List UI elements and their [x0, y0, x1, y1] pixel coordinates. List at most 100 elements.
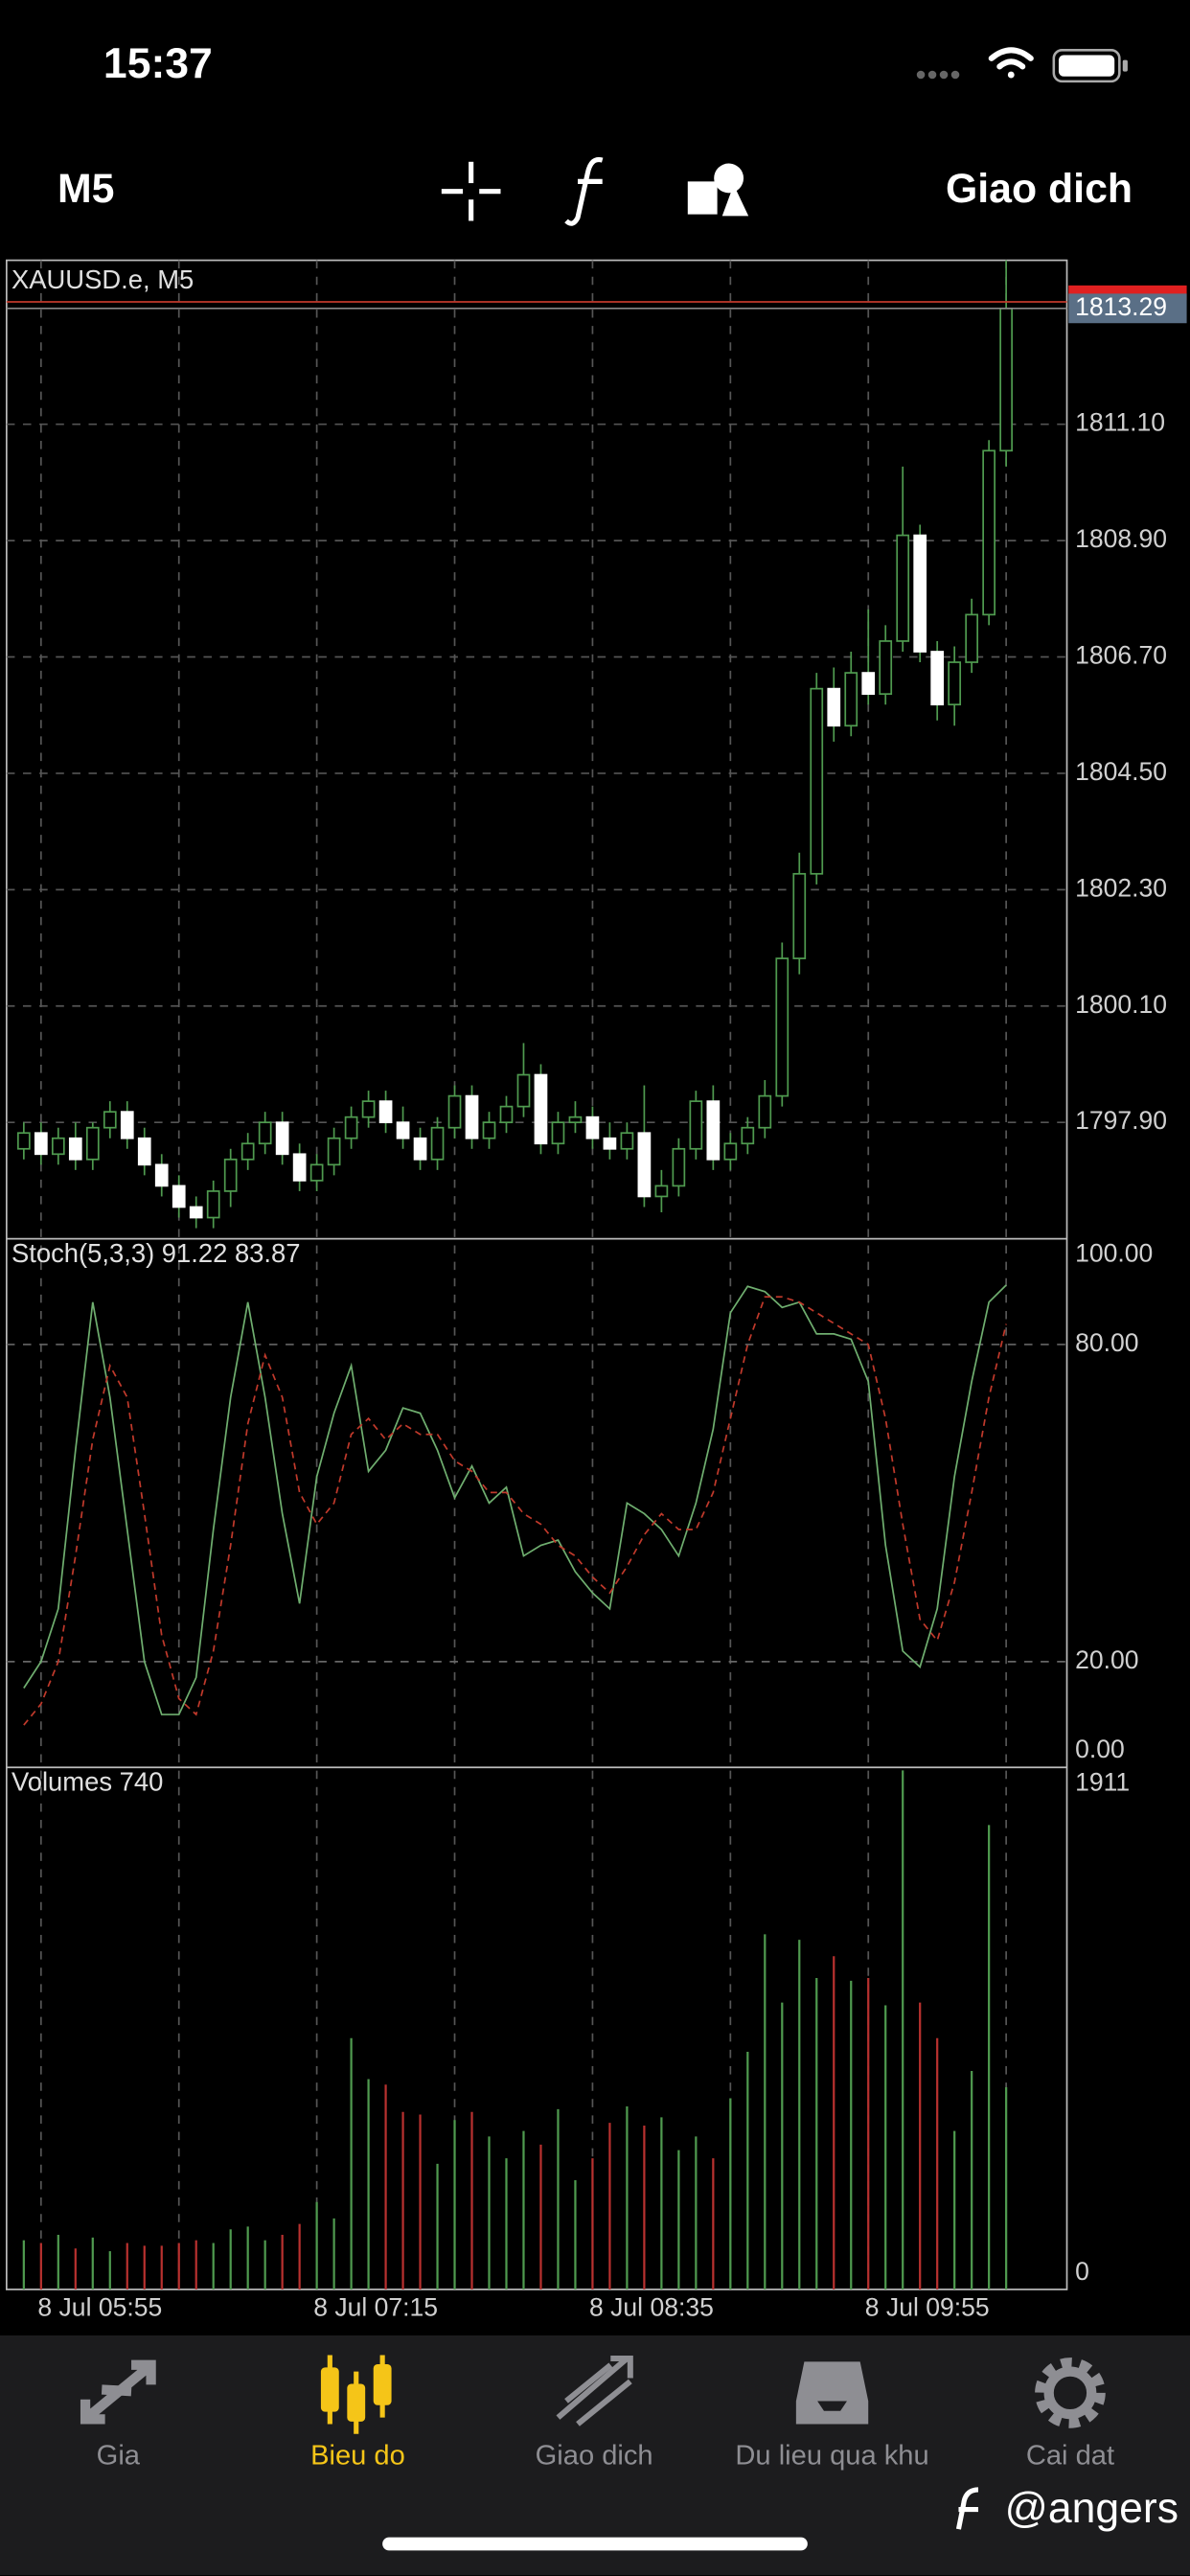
candle-body	[706, 1100, 721, 1161]
y-tick-label: 1804.50	[1075, 757, 1167, 786]
candle-body	[137, 1137, 151, 1166]
tab-label[interactable]: Du lieu qua khu	[735, 2440, 928, 2471]
candle-body	[551, 1121, 565, 1145]
x-tick-label: 8 Jul 07:15	[313, 2293, 438, 2322]
y-tick-label: 1800.10	[1075, 990, 1167, 1019]
x-tick-label: 8 Jul 09:55	[865, 2293, 990, 2322]
candle-body	[223, 1158, 238, 1192]
candle-body	[723, 1142, 738, 1161]
candle-body	[568, 1116, 583, 1124]
candle-body	[172, 1184, 186, 1208]
y-tick-label: 0	[1075, 2257, 1089, 2286]
candle-body	[603, 1137, 617, 1150]
volume-title: Volumes 740	[11, 1767, 163, 1797]
candle-body	[672, 1147, 686, 1187]
tab-icon[interactable]	[320, 2355, 392, 2434]
candle-body	[361, 1100, 376, 1118]
stoch-line	[23, 1284, 1007, 1715]
y-tick-label: 1808.90	[1075, 524, 1167, 553]
candle-body	[499, 1105, 514, 1124]
y-tick-label: 1811.10	[1075, 408, 1165, 437]
watermark: @angers	[1005, 2485, 1179, 2532]
candle-body	[792, 872, 807, 959]
candle-body	[965, 613, 979, 663]
candle-body	[844, 672, 858, 727]
candle-body	[396, 1121, 410, 1139]
candle-body	[85, 1126, 100, 1161]
stoch-line	[23, 1296, 1007, 1726]
tab-label[interactable]: Gia	[97, 2440, 141, 2471]
candle-body	[930, 651, 945, 706]
candle-body	[948, 661, 962, 706]
y-tick-label: 100.00	[1075, 1239, 1153, 1268]
candle-body	[447, 1094, 462, 1129]
crosshair-button[interactable]	[441, 161, 501, 221]
chart-title: XAUUSD.e, M5	[11, 264, 194, 294]
candle-body	[810, 687, 824, 875]
candle-body	[430, 1126, 445, 1161]
candle-body	[654, 1184, 669, 1198]
price-tag-label: 1813.29	[1075, 292, 1167, 321]
candle-body	[775, 957, 790, 1097]
candle-body	[827, 687, 841, 727]
candle-body	[482, 1121, 496, 1139]
candle-body	[34, 1132, 48, 1156]
watermark-logo	[955, 2487, 979, 2530]
candle-body	[68, 1137, 82, 1161]
trade-button[interactable]: Giao dich	[946, 166, 1133, 212]
candle-body	[51, 1137, 65, 1156]
y-tick-label: 80.00	[1075, 1328, 1138, 1357]
wifi-icon	[988, 47, 1034, 79]
plot-area: 8 Jul 05:55 8 Jul 07:15 8 Jul 08:35 8 Jul 0…	[6, 260, 1187, 2322]
tab-icon[interactable]	[795, 2361, 869, 2425]
tab-icon[interactable]	[80, 2359, 156, 2425]
objects-button[interactable]	[687, 163, 749, 217]
candle-body	[327, 1137, 341, 1166]
y-tick-label: 1911	[1075, 1767, 1130, 1796]
candle-body	[896, 534, 910, 642]
candle-body	[292, 1153, 307, 1182]
candle-body	[189, 1206, 203, 1219]
candle-body	[879, 640, 893, 696]
candle-body	[275, 1121, 289, 1156]
candle-body	[999, 307, 1013, 452]
timeframe-button[interactable]: M5	[57, 166, 114, 212]
candle-body	[240, 1142, 255, 1161]
candle-body	[534, 1073, 548, 1145]
candle-body	[413, 1137, 427, 1161]
candle-body	[741, 1126, 755, 1145]
candle-body	[585, 1116, 600, 1139]
price-tag	[1068, 293, 1187, 324]
x-tick-label: 8 Jul 05:55	[37, 2293, 162, 2322]
candle-body	[120, 1111, 134, 1139]
candle-body	[16, 1132, 31, 1150]
candle-body	[465, 1094, 479, 1139]
y-tick-label: 1802.30	[1075, 873, 1167, 902]
candle-body	[689, 1100, 703, 1150]
y-tick-label: 1806.70	[1075, 641, 1167, 670]
tab-label[interactable]: Giao dich	[536, 2440, 653, 2471]
status-time: 15:37	[103, 40, 213, 87]
signal-icon	[916, 70, 960, 80]
tab-icon[interactable]	[556, 2355, 633, 2426]
candle-body	[378, 1100, 393, 1124]
candle-body	[516, 1073, 531, 1108]
y-tick-label: 0.00	[1075, 1735, 1125, 1763]
indicators-button[interactable]	[564, 156, 604, 226]
y-tick-label: 1797.90	[1075, 1106, 1167, 1135]
candle-body	[637, 1132, 652, 1198]
candle-body	[620, 1132, 634, 1150]
candle-body	[103, 1111, 117, 1129]
candle-body	[344, 1116, 358, 1139]
tab-icon[interactable]	[1035, 2358, 1106, 2428]
candle-body	[982, 449, 995, 616]
candle-body	[309, 1163, 324, 1182]
tab-label[interactable]: Bieu do	[310, 2440, 405, 2471]
candle-body	[154, 1163, 169, 1187]
chart-frame	[5, 259, 1068, 2290]
tab-label[interactable]: Cai dat	[1026, 2440, 1114, 2471]
x-tick-label: 8 Jul 08:35	[589, 2293, 714, 2322]
y-tick-label: 20.00	[1075, 1645, 1138, 1674]
